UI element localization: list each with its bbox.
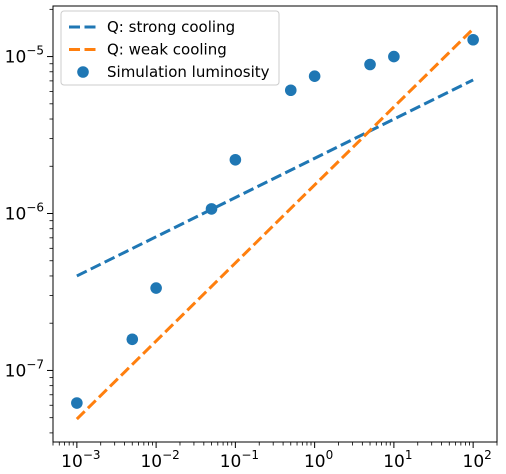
axes: 10−3 10−2 10−1 100 101 102 10−7 10−6 10−5	[5, 5, 498, 472]
legend-handle-marker	[77, 66, 89, 78]
scatter-point	[308, 70, 321, 82]
scatter-point	[364, 58, 376, 71]
scatter-point	[229, 153, 242, 166]
scatter-point	[150, 282, 162, 294]
scatter-point	[284, 84, 297, 97]
legend-box	[60, 10, 280, 86]
y-tick-label: 10−6	[5, 201, 44, 225]
scatter-point	[126, 333, 139, 346]
series-group	[71, 27, 479, 421]
x-tick-label: 10−2	[140, 448, 179, 472]
plot-area	[71, 27, 479, 421]
y-tick-label: 10−7	[5, 357, 44, 381]
x-tick-label: 101	[383, 448, 412, 472]
scatter-point	[205, 203, 218, 215]
legend-label: Q: weak cooling	[107, 41, 227, 59]
legend-label: Q: strong cooling	[107, 18, 235, 36]
y-tick-label: 10−5	[5, 44, 44, 68]
x-tick-label: 10−1	[220, 448, 259, 472]
scatter-point	[388, 50, 400, 63]
scatter-point	[71, 397, 83, 409]
x-tick-label: 100	[304, 448, 333, 472]
x-tick-label: 10−3	[61, 448, 100, 472]
plot-frame	[52, 5, 498, 443]
series-line-1	[75, 27, 475, 421]
x-tick-label: 102	[463, 448, 492, 472]
legend-label: Simulation luminosity	[107, 63, 270, 81]
legend: Q: strong cooling Q: weak cooling Simulati…	[60, 10, 280, 86]
series-line-0	[76, 78, 474, 278]
scatter-point	[467, 33, 479, 46]
